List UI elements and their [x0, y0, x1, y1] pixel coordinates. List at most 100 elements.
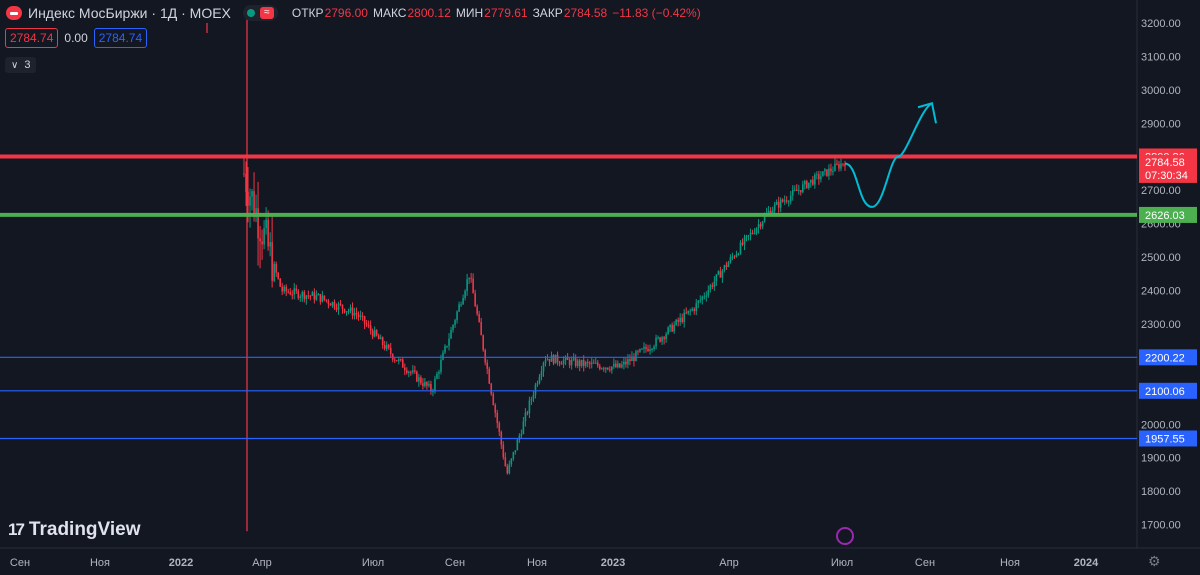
candle-body — [293, 288, 296, 295]
level-price-text: 2200.22 — [1145, 352, 1185, 364]
market-open-icon — [246, 9, 255, 17]
sell-price-button[interactable]: 2784.74 — [5, 28, 59, 48]
candle-body — [367, 324, 370, 326]
symbol-title[interactable]: Индекс МосБиржи · 1Д · MOEX — [28, 5, 231, 21]
candle-body — [655, 337, 657, 347]
candle-body — [450, 329, 452, 339]
market-status-pill[interactable]: ≈ — [242, 5, 278, 21]
candle-body — [289, 292, 292, 295]
candle-body — [496, 412, 499, 424]
candle-body — [498, 423, 501, 432]
candle-body — [313, 292, 316, 300]
candle-body — [444, 346, 446, 353]
logo-text: TradingView — [28, 519, 141, 540]
price-axis-panel[interactable] — [1137, 0, 1200, 575]
candle-body — [558, 362, 561, 364]
candle-body — [691, 308, 694, 311]
lightning-icon[interactable] — [836, 527, 854, 545]
candle-body — [723, 265, 726, 271]
candle-body — [763, 215, 766, 222]
candle-body — [560, 363, 563, 365]
candle-body — [247, 191, 249, 206]
candle-body — [679, 317, 681, 322]
time-tick-label: Сен — [445, 557, 465, 569]
candle-body — [711, 285, 714, 287]
candle-body — [741, 242, 744, 245]
candle-body — [791, 189, 794, 196]
candle-body — [570, 359, 573, 366]
candle-body — [522, 421, 525, 434]
candle-body — [504, 457, 507, 467]
candle-body — [669, 324, 671, 328]
candle-body — [588, 362, 591, 365]
candle-body — [438, 371, 440, 374]
tradingview-logo[interactable]: 17 TradingView — [8, 519, 141, 541]
low-label: МИН — [455, 6, 484, 20]
candle-body — [701, 296, 704, 300]
candle-body — [605, 367, 607, 370]
candle-body — [580, 359, 583, 367]
candle-body — [466, 279, 468, 291]
candle-body — [713, 281, 716, 287]
time-tick-label: 2023 — [601, 557, 625, 569]
candle-body — [341, 304, 344, 309]
high-value: 2800.12 — [407, 6, 451, 20]
candle-body — [516, 439, 519, 451]
candle-body — [454, 320, 456, 326]
last-price-label — [1139, 154, 1197, 183]
level-price-label — [1139, 430, 1197, 447]
candle-body — [470, 277, 472, 279]
candle-body — [345, 311, 348, 313]
time-tick-label: Июл — [362, 557, 384, 569]
candle-body — [255, 208, 257, 218]
high-label: МАКС — [372, 6, 407, 20]
candle-body — [562, 360, 565, 365]
candle-body — [502, 444, 505, 458]
candle-body — [430, 383, 432, 392]
candle-body — [797, 190, 800, 192]
arrow-head-icon — [917, 101, 937, 124]
candle-body — [715, 274, 718, 282]
candle-body — [609, 369, 611, 371]
candle-body — [416, 371, 418, 382]
gear-icon[interactable]: ⚙ — [1148, 553, 1161, 569]
candle-body — [625, 361, 627, 365]
candle-body — [615, 363, 617, 368]
candle-body — [424, 381, 426, 387]
candle-body — [651, 349, 653, 351]
candle-body — [311, 292, 314, 296]
candle-body — [243, 173, 245, 175]
candle-body — [365, 323, 368, 325]
candle-body — [347, 310, 350, 312]
candle-body — [532, 394, 535, 399]
indicators-toggle[interactable]: ∨ 3 — [5, 57, 37, 73]
close-value: 2784.58 — [563, 6, 608, 20]
time-tick-label: Ноя — [527, 557, 547, 569]
candle-body — [812, 179, 814, 185]
forecast-drawing[interactable] — [844, 102, 933, 208]
buy-price-button[interactable]: 2784.74 — [93, 28, 148, 48]
price-tick-label: 3100.00 — [1141, 51, 1181, 63]
candle-body — [303, 291, 306, 300]
candle-body — [820, 176, 822, 180]
candle-body — [598, 365, 601, 369]
candle-body — [757, 224, 760, 229]
candle-body — [566, 356, 569, 360]
candle-body — [725, 265, 728, 267]
candle-body — [721, 270, 724, 278]
level-price-text: 2626.03 — [1145, 210, 1185, 222]
time-tick-label: Сен — [10, 557, 30, 569]
candle-body — [468, 277, 470, 280]
candle-body — [321, 295, 324, 302]
candle-body — [267, 219, 269, 247]
candle-body — [245, 173, 247, 192]
candle-body — [818, 174, 820, 180]
candle-body — [530, 398, 533, 401]
candle-body — [387, 344, 390, 348]
candle-body — [822, 171, 824, 177]
candle-body — [826, 169, 828, 176]
candle-body — [494, 404, 497, 413]
candle-body — [611, 366, 613, 371]
candle-body — [635, 351, 637, 362]
